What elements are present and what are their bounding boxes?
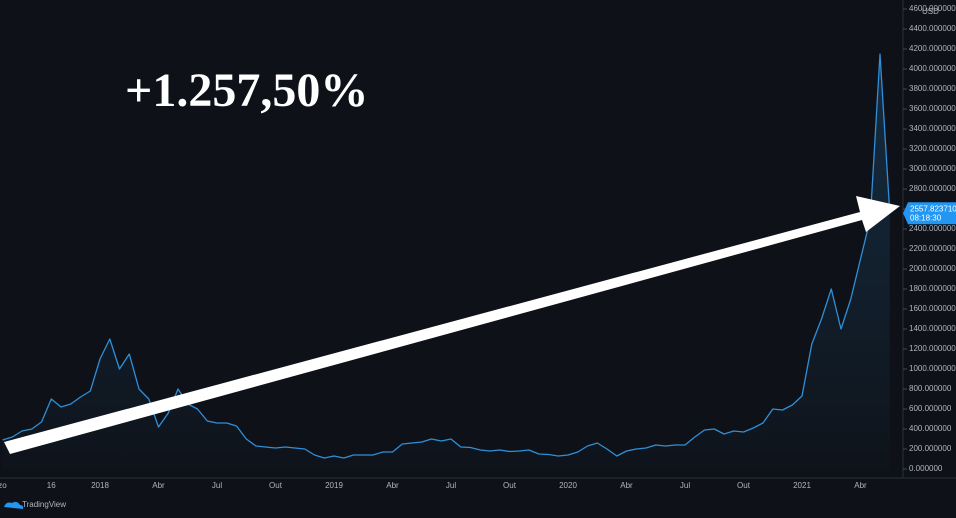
brand-name: TradingView	[22, 500, 66, 509]
y-tick-label: 4600.000000	[909, 4, 956, 13]
y-tick-label: 4400.000000	[909, 24, 956, 33]
y-tick-label: 1000.000000	[909, 364, 956, 373]
y-tick-label: 1200.000000	[909, 344, 956, 353]
brand: TradingView	[4, 500, 66, 509]
x-tick-label: 16	[47, 481, 56, 490]
y-tick-label: 3400.000000	[909, 124, 956, 133]
x-tick-label: Jul	[446, 481, 456, 490]
x-tick-label: Abr	[854, 481, 867, 490]
x-tick-label: Abr	[620, 481, 633, 490]
x-tick-label: 2019	[325, 481, 343, 490]
y-tick-label: 1600.000000	[909, 304, 956, 313]
x-tick-label: Out	[737, 481, 751, 490]
y-tick-label: 2400.000000	[909, 224, 956, 233]
x-tick-label: Out	[503, 481, 517, 490]
countdown: 08:18:30	[910, 213, 942, 222]
trend-arrow	[4, 196, 900, 454]
y-tick-label: 0.000000	[909, 464, 943, 473]
y-tick-label: 4000.000000	[909, 64, 956, 73]
brand-logo	[4, 501, 24, 509]
y-tick-label: 2800.000000	[909, 184, 956, 193]
y-tick-label: 600.000000	[909, 404, 952, 413]
y-tick-label: 2200.000000	[909, 244, 956, 253]
y-tick-label: 3800.000000	[909, 84, 956, 93]
x-tick-label: Abr	[386, 481, 399, 490]
y-tick-label: 3000.000000	[909, 164, 956, 173]
y-tick-label: 3600.000000	[909, 104, 956, 113]
y-tick-label: 4200.000000	[909, 44, 956, 53]
x-tick-label: 2018	[91, 481, 109, 490]
y-tick-label: 3200.000000	[909, 144, 956, 153]
x-tick-label: Jul	[680, 481, 690, 490]
x-tick-label: Jul	[212, 481, 222, 490]
y-tick-label: 1400.000000	[909, 324, 956, 333]
x-tick-label: Out	[269, 481, 283, 490]
x-tick-label: 2020	[559, 481, 577, 490]
currency-label: USD	[922, 7, 939, 16]
y-tick-label: 800.000000	[909, 384, 952, 393]
last-price-label: 2557.823710	[910, 204, 956, 213]
last-price-tag-box	[903, 202, 956, 225]
y-tick-label: 400.000000	[909, 424, 952, 433]
y-tick-label: 2000.000000	[909, 264, 956, 273]
x-tick-label: zo	[0, 481, 7, 490]
annotation: +1.257,50%	[125, 64, 368, 117]
x-tick-label: 2021	[793, 481, 811, 490]
y-tick-label: 200.000000	[909, 444, 952, 453]
x-tick-label: Abr	[152, 481, 165, 490]
y-tick-label: 1800.000000	[909, 284, 956, 293]
